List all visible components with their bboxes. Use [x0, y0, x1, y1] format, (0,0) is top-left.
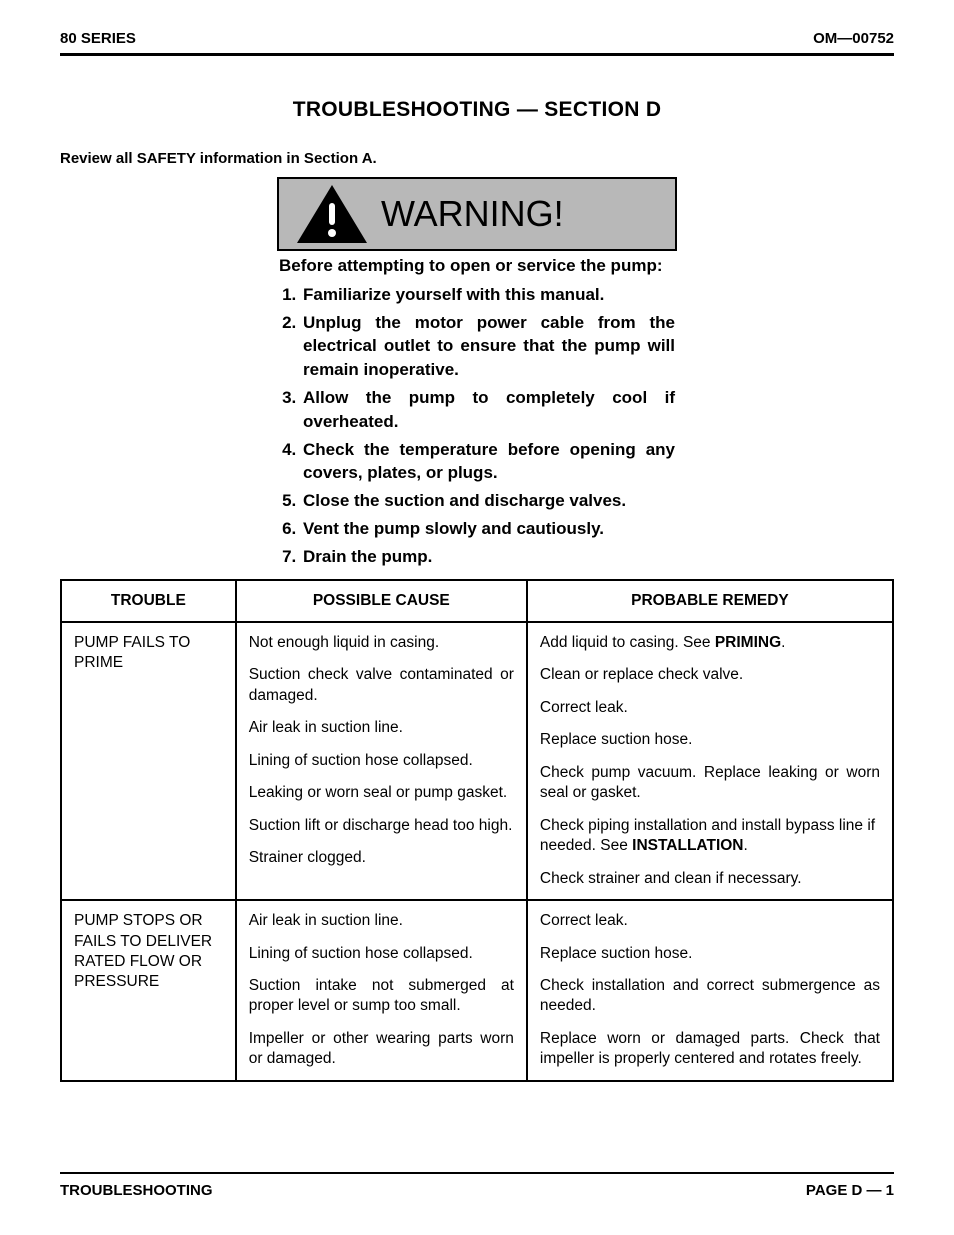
table-row: PUMP FAILS TO PRIMENot enough liquid in … [61, 622, 893, 900]
th-trouble: TROUBLE [61, 580, 236, 622]
footer-page: PAGE D — 1 [806, 1182, 894, 1199]
cause-text: Suction lift or discharge head too high. [249, 816, 514, 836]
cause-text: Suction check valve contaminated or dama… [249, 665, 514, 706]
cause-text: Lining of suction hose collapsed. [249, 944, 514, 964]
warning-list: Familiarize yourself with this manual. Un… [279, 283, 675, 569]
remedy-text: Check strainer and clean if necessary. [540, 869, 880, 889]
cause-text: Strainer clogged. [249, 848, 514, 868]
remedy-text: Clean or replace check valve. [540, 665, 880, 685]
cause-text: Impeller or other wearing parts worn or … [249, 1029, 514, 1070]
th-remedy: PROBABLE REMEDY [527, 580, 893, 622]
table-header-row: TROUBLE POSSIBLE CAUSE PROBABLE REMEDY [61, 580, 893, 622]
warning-item: Close the suction and discharge valves. [301, 489, 675, 513]
cell-cause: Air leak in suction line. Lining of sucti… [236, 900, 527, 1081]
cause-text: Lining of suction hose collapsed. [249, 751, 514, 771]
cause-text: Air leak in suction line. [249, 911, 514, 931]
warning-item: Vent the pump slowly and cautiously. [301, 517, 675, 541]
remedy-text: Replace worn or damaged parts. Check tha… [540, 1029, 880, 1070]
remedy-text: Check piping installation and install by… [540, 816, 880, 857]
doc-code: OM—00752 [813, 30, 894, 47]
warning-item: Familiarize yourself with this manual. [301, 283, 675, 307]
remedy-text: Replace suction hose. [540, 730, 880, 750]
cell-trouble: PUMP STOPS OR FAILS TO DELIVER RATED FLO… [61, 900, 236, 1081]
cause-text: Not enough liquid in casing. [249, 633, 514, 653]
remedy-text: Add liquid to casing. See PRIMING. [540, 633, 880, 653]
cell-cause: Not enough liquid in casing. Suction chec… [236, 622, 527, 900]
warning-label: WARNING! [381, 193, 564, 235]
remedy-text: Check pump vacuum. Replace leaking or wo… [540, 763, 880, 804]
cause-text: Leaking or worn seal or pump gasket. [249, 783, 514, 803]
cause-text: Suction intake not submerged at proper l… [249, 976, 514, 1017]
warning-item: Drain the pump. [301, 545, 675, 569]
remedy-text: Correct leak. [540, 911, 880, 931]
troubleshooting-table: TROUBLE POSSIBLE CAUSE PROBABLE REMEDY P… [60, 579, 894, 1082]
cell-remedy: Add liquid to casing. See PRIMING. Clean … [527, 622, 893, 900]
remedy-text: Correct leak. [540, 698, 880, 718]
header-rule [60, 53, 894, 56]
warning-item: Check the temperature before opening any… [301, 438, 675, 486]
page: 80 SERIES OM—00752 TROUBLESHOOTING — SEC… [0, 0, 954, 1235]
series-label: 80 SERIES [60, 30, 136, 47]
cause-text: Air leak in suction line. [249, 718, 514, 738]
review-note: Review all SAFETY information in Section… [60, 150, 894, 167]
cell-trouble: PUMP FAILS TO PRIME [61, 622, 236, 900]
warning-block: WARNING! Before attempting to open or se… [277, 177, 677, 569]
warning-item: Allow the pump to completely cool if ove… [301, 386, 675, 434]
table-row: PUMP STOPS OR FAILS TO DELIVER RATED FLO… [61, 900, 893, 1081]
section-title: TROUBLESHOOTING — SECTION D [60, 98, 894, 122]
footer-section: TROUBLESHOOTING [60, 1182, 213, 1199]
remedy-text: Replace suction hose. [540, 944, 880, 964]
warning-item: Unplug the motor power cable from the el… [301, 311, 675, 382]
page-header: 80 SERIES OM—00752 [60, 30, 894, 53]
warning-triangle-icon [297, 185, 367, 243]
cell-remedy: Correct leak. Replace suction hose. Check … [527, 900, 893, 1081]
warning-banner: WARNING! [277, 177, 677, 251]
remedy-text: Check installation and correct submergen… [540, 976, 880, 1017]
page-footer: TROUBLESHOOTING PAGE D — 1 [60, 1172, 894, 1199]
th-cause: POSSIBLE CAUSE [236, 580, 527, 622]
warning-intro: Before attempting to open or service the… [279, 255, 675, 277]
